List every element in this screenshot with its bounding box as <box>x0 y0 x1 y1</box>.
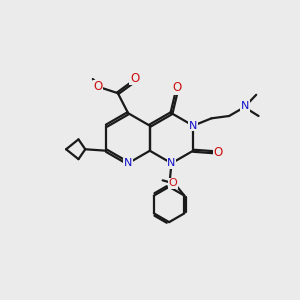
Text: O: O <box>93 80 102 94</box>
Text: N: N <box>124 158 132 168</box>
Text: O: O <box>214 146 223 159</box>
Text: O: O <box>172 81 182 94</box>
Text: N: N <box>167 158 176 168</box>
Text: N: N <box>189 121 197 131</box>
Text: N: N <box>241 101 249 111</box>
Text: O: O <box>130 72 139 85</box>
Text: O: O <box>169 178 178 188</box>
